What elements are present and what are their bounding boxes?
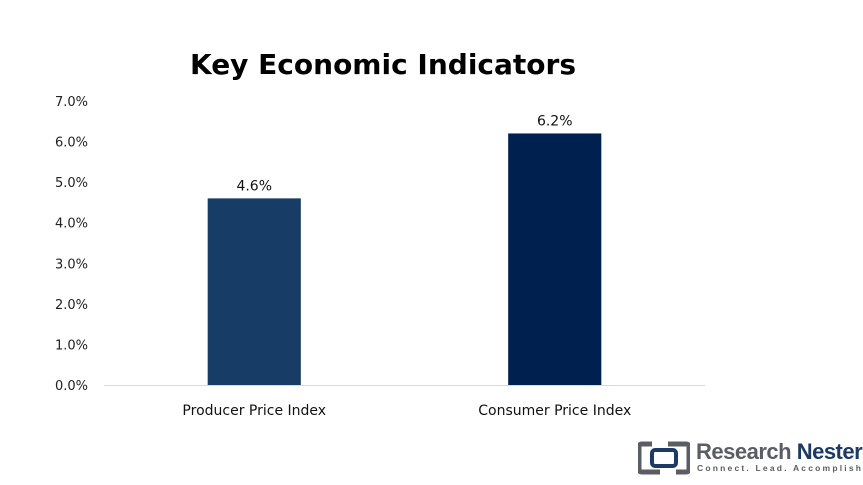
x-category-label: Consumer Price Index xyxy=(478,403,631,419)
y-tick-label: 3.0% xyxy=(55,257,88,272)
y-tick-label: 4.0% xyxy=(55,217,88,232)
bars xyxy=(207,133,602,385)
research-nester-logo: Research Nester Connect. Lead. Accomplis… xyxy=(638,439,863,476)
y-tick-label: 2.0% xyxy=(55,298,88,313)
y-tick-label: 7.0% xyxy=(55,95,88,110)
logo-word-research: Research xyxy=(696,439,792,464)
y-axis: 0.0% 1.0% 2.0% 3.0% 4.0% 5.0% 6.0% 7.0% xyxy=(55,95,88,394)
bar xyxy=(207,198,301,385)
logo-icon xyxy=(638,441,690,475)
data-label: 4.6% xyxy=(236,178,272,194)
bar xyxy=(508,133,602,385)
x-category-label: Producer Price Index xyxy=(182,403,326,419)
data-label: 6.2% xyxy=(537,113,573,129)
bar-chart: 0.0% 1.0% 2.0% 3.0% 4.0% 5.0% 6.0% 7.0% 4.6% Pro… xyxy=(55,95,705,419)
y-tick-label: 1.0% xyxy=(55,338,88,353)
y-tick-label: 0.0% xyxy=(55,379,88,394)
logo-tagline: Connect. Lead. Accomplish xyxy=(697,463,863,473)
chart-title: Key Economic Indicators xyxy=(189,48,577,81)
logo-word-nester: Nester xyxy=(796,439,863,464)
y-tick-label: 6.0% xyxy=(55,136,88,151)
labels: 4.6% Producer Price Index 6.2% Consumer Pri… xyxy=(182,113,631,419)
y-tick-label: 5.0% xyxy=(55,176,88,191)
logo-wordmark: Research Nester xyxy=(696,439,863,465)
